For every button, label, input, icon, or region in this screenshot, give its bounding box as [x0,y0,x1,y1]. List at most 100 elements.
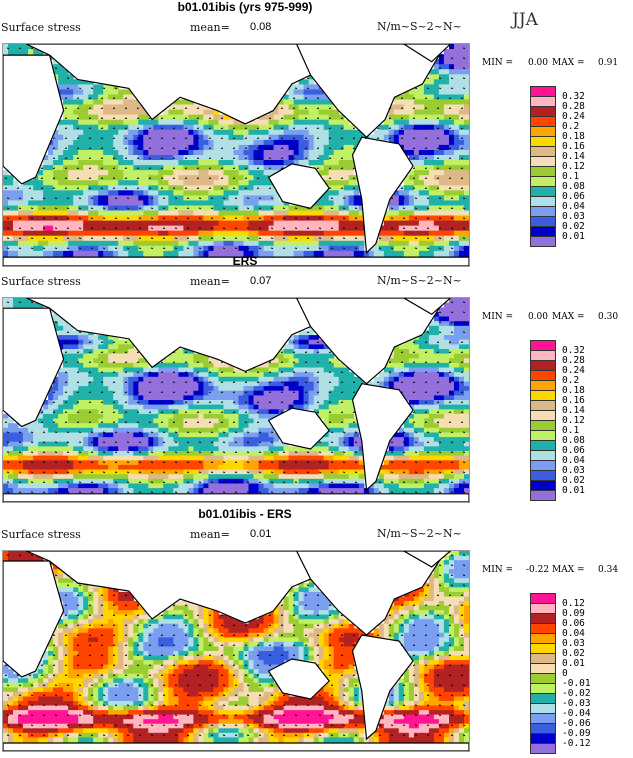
contour-cell [173,367,179,373]
contour-cell [303,240,310,247]
contour-cell [158,427,164,433]
contour-cell [418,200,425,206]
contour-cell [293,84,300,90]
contour-cell [238,144,245,151]
contour-cell [208,210,214,217]
contour-cell [213,483,220,489]
contour-cell [438,225,445,232]
contour-cell [298,400,305,406]
contour-cell [353,220,360,227]
contour-cell [268,446,275,452]
contour-cell [118,474,124,480]
contour-cell [328,119,335,126]
contour-cell [78,245,84,252]
contour-cell [98,437,104,443]
contour-cell [113,200,119,206]
contour-cell [158,235,164,242]
contour-cell [278,215,285,222]
stress-vector [30,47,34,49]
contour-cell [248,474,255,480]
contour-cell [338,160,345,166]
contour-cell [48,464,54,471]
contour-cell [318,245,325,252]
contour-cell [228,446,235,452]
contour-cell [443,109,450,116]
contour-cell [449,54,455,60]
contour-cell [293,395,300,401]
contour-cell [133,225,139,232]
contour-cell [63,250,69,257]
contour-cell [248,175,255,181]
contour-cell [98,190,104,196]
contour-cell [268,139,275,146]
contour-cell [313,344,320,350]
contour-cell [78,427,84,433]
contour-cell [233,175,240,181]
stress-vector [184,137,188,139]
contour-cell [273,150,280,156]
contour-cell [298,129,305,136]
contour-cell [133,175,139,181]
contour-cell [163,423,169,429]
contour-cell [68,74,74,80]
contour-cell [3,418,9,424]
contour-cell [168,390,174,396]
stress-vector [64,167,68,169]
stress-vector [292,127,296,129]
stress-vector [414,247,418,249]
contour-cell [213,437,220,443]
contour-cell [58,423,64,429]
contour-cell [253,404,260,410]
contour-cell [138,155,144,161]
contour-cell [263,427,270,433]
contour-cell [138,381,144,387]
contour-cell [213,225,220,232]
contour-cell [103,469,109,475]
contour-cell [193,124,199,131]
contour-cell [383,124,390,131]
contour-cell [73,165,79,171]
contour-cell [218,423,225,429]
contour-cell [403,180,410,186]
contour-cell [283,386,290,392]
contour-cell [213,400,220,406]
contour-cell [63,200,69,206]
contour-cell [123,109,129,116]
contour-cell [213,185,220,191]
contour-cell [449,74,455,80]
contour-cell [418,165,425,171]
stress-vector [162,217,166,219]
contour-cell [13,220,19,227]
contour-cell [263,395,270,401]
stress-vector [462,207,466,209]
contour-cell [408,220,415,227]
contour-cell [48,386,54,392]
stress-vector [400,97,404,99]
contour-cell [443,240,450,247]
stress-vector [400,107,404,109]
contour-cell [343,250,350,257]
contour-cell [218,225,225,232]
contour-cell [58,79,64,85]
contour-cell [423,89,430,95]
contour-cell [168,144,174,151]
stress-vector [6,197,10,199]
contour-cell [258,235,265,242]
contour-cell [163,381,169,387]
contour-cell [113,119,119,126]
contour-cell [103,200,109,206]
contour-cell [143,400,149,406]
stress-vector [436,137,440,139]
contour-cell [78,144,84,151]
stress-vector [268,167,272,169]
stress-vector [424,137,428,139]
stress-vector [460,157,464,159]
contour-cell [183,474,189,480]
contour-cell [73,104,79,111]
contour-cell [273,215,280,222]
stress-vector [354,217,358,219]
contour-cell [258,220,265,227]
contour-cell [438,165,445,171]
contour-cell [48,404,54,410]
contour-cell [158,451,164,457]
